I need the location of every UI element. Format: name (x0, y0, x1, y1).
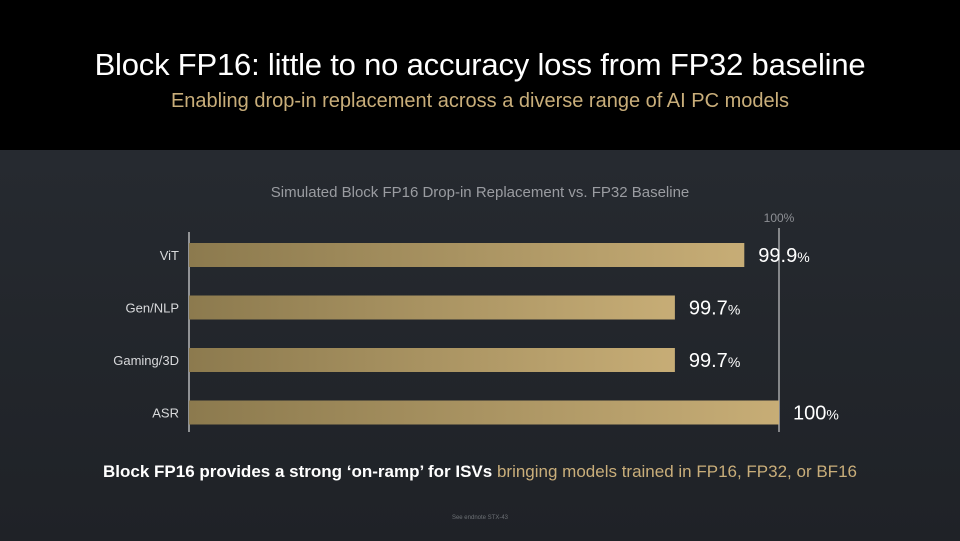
value-label: 99.7% (689, 350, 740, 372)
category-label: ViT (160, 248, 179, 263)
category-label: Gaming/3D (113, 353, 179, 368)
category-label: ASR (152, 406, 179, 421)
reference-line-label: 100% (764, 211, 795, 225)
chart-panel (0, 150, 960, 541)
footer-strong-text: Block FP16 provides a strong ‘on-ramp’ f… (103, 462, 493, 481)
value-label: 100% (793, 403, 839, 425)
footer-statement: Block FP16 provides a strong ‘on-ramp’ f… (0, 462, 960, 482)
bar-gen-nlp (189, 295, 675, 320)
category-label: Gen/NLP (126, 301, 179, 316)
value-label: 99.7% (689, 298, 740, 320)
bar-asr (189, 400, 779, 425)
header-band: Block FP16: little to no accuracy loss f… (0, 0, 960, 150)
bar-gaming-3d (189, 348, 675, 372)
chart-title: Simulated Block FP16 Drop-in Replacement… (271, 184, 690, 201)
value-label: 99.9% (758, 245, 809, 267)
page-title: Block FP16: little to no accuracy loss f… (94, 47, 866, 82)
footnote: See endnote STX-43 (451, 515, 509, 521)
page-subtitle: Enabling drop-in replacement across a di… (170, 90, 790, 112)
bar-vit (189, 243, 745, 267)
footer-accent-text: bringing models trained in FP16, FP32, o… (496, 462, 857, 481)
